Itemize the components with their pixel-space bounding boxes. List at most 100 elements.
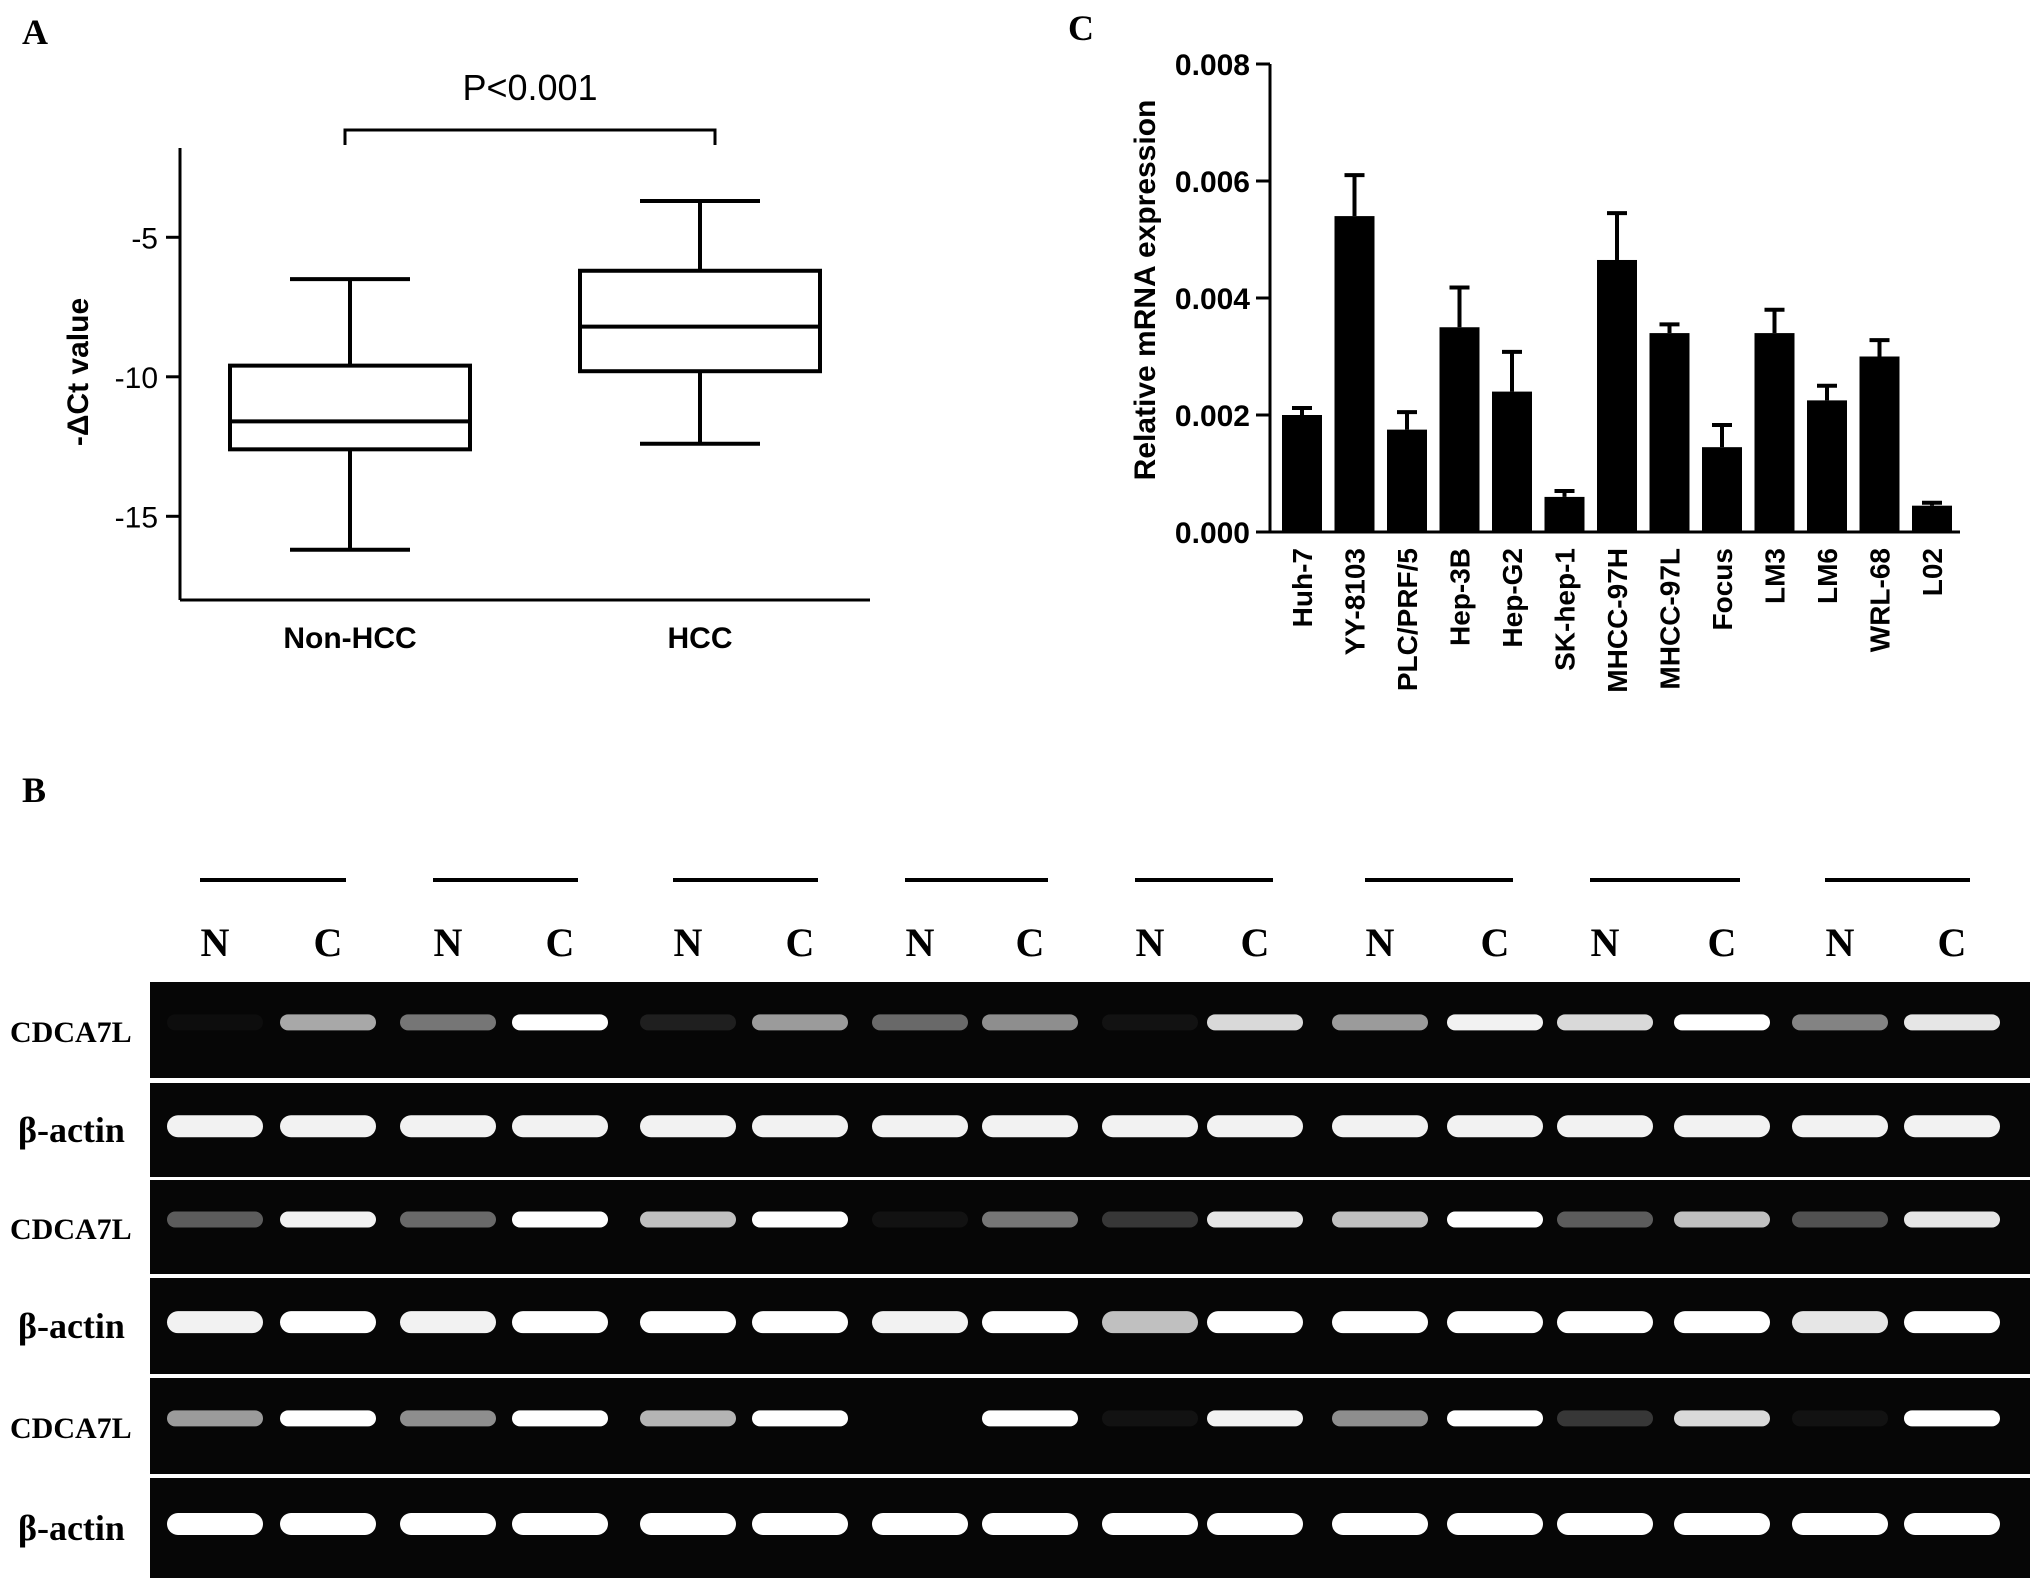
gel-band: [1557, 1115, 1653, 1138]
gel-band: [1674, 1513, 1770, 1535]
bar-x-label: MHCC-97H: [1602, 548, 1633, 693]
gel-lane-label: N: [201, 920, 230, 965]
gel-band: [872, 1014, 968, 1031]
gel-band: [1792, 1211, 1888, 1228]
significance-bracket: P<0.001: [343, 67, 717, 145]
gel-band: [167, 1014, 263, 1030]
bar-x-label: Focus: [1707, 548, 1738, 630]
gel-band: [1792, 1014, 1888, 1031]
bar-group: [1387, 410, 1427, 532]
gel-band: [1332, 1410, 1428, 1427]
gel-row-label: CDCA7L: [10, 1213, 132, 1246]
gel-row: β-actin: [18, 1478, 2030, 1578]
gel-band: [1674, 1211, 1770, 1228]
gel-band: [982, 1513, 1078, 1535]
gel-band: [1447, 1115, 1543, 1138]
gel-band: [1557, 1211, 1653, 1228]
gel-lane-label: C: [546, 920, 575, 965]
gel-band: [1207, 1211, 1303, 1228]
bar-x-label: Hep-3B: [1445, 548, 1476, 646]
bar: [1754, 333, 1795, 532]
gel-row-label: CDCA7L: [10, 1016, 132, 1049]
gel-lane-label: C: [1241, 920, 1270, 965]
gel-band: [872, 1513, 968, 1535]
bar-chart-bars: [1282, 173, 1952, 532]
gel-band: [167, 1410, 263, 1427]
gel-band: [1102, 1311, 1198, 1334]
gel-row: CDCA7L: [10, 982, 2030, 1078]
gel-band: [1332, 1115, 1428, 1138]
gel-band: [872, 1211, 968, 1228]
gel-band: [1447, 1410, 1543, 1427]
gel-lane-label: C: [1938, 920, 1967, 965]
gel-band: [1447, 1014, 1543, 1031]
gel-band: [512, 1211, 608, 1228]
gel-band: [1904, 1014, 2000, 1031]
bar-chart-y-ticks: 0.000 0.002 0.004 0.006 0.008: [1175, 49, 1270, 550]
panel-a-label: A: [22, 12, 48, 52]
bar-group: [1859, 338, 1900, 532]
bar-group: [1544, 489, 1585, 532]
gel-lane-label: N: [1136, 920, 1165, 965]
gel-band: [512, 1115, 608, 1138]
boxplot-y-tick-label: -5: [131, 222, 158, 255]
bar: [1597, 259, 1637, 532]
gel-band: [1102, 1115, 1198, 1138]
gel-band: [982, 1115, 1078, 1138]
bar-x-label: PLC/PRF/5: [1392, 548, 1423, 691]
gel-band: [400, 1014, 496, 1031]
gel-lane-label: C: [786, 920, 815, 965]
gel-band: [982, 1014, 1078, 1031]
gel-lane-label: C: [1016, 920, 1045, 965]
gel-band: [280, 1211, 376, 1228]
bar: [1387, 429, 1427, 532]
bar-chart-x-labels: Huh-7 YY-8103 PLC/PRF/5 Hep-3B Hep-G2 SK-hep-…: [1287, 548, 1948, 693]
boxplot-y-axis-title: -ΔCt value: [62, 298, 95, 446]
gel-row: CDCA7L: [10, 1378, 2030, 1474]
boxplot-boxes: [228, 199, 822, 552]
gel-band: [1332, 1311, 1428, 1334]
gel-band: [512, 1311, 608, 1334]
bar-x-label: WRL-68: [1865, 548, 1896, 652]
gel-lane-label: N: [1591, 920, 1620, 965]
gel-band: [400, 1211, 496, 1228]
gel-band: [1207, 1115, 1303, 1138]
gel-band: [982, 1311, 1078, 1334]
bar-y-tick-label: 0.004: [1175, 283, 1250, 316]
gel-band: [640, 1115, 736, 1138]
bar-x-label: Huh-7: [1287, 548, 1318, 627]
gel-band: [1207, 1014, 1303, 1031]
gel-band: [872, 1410, 968, 1426]
gel-band: [1447, 1211, 1543, 1228]
bar: [1544, 496, 1585, 532]
bar: [1807, 400, 1847, 532]
gel-band: [1332, 1014, 1428, 1031]
gel-row-label: β-actin: [18, 1508, 125, 1548]
p-value-annotation: P<0.001: [462, 67, 597, 108]
bar: [1492, 391, 1532, 532]
gel-band: [1332, 1211, 1428, 1228]
gel-lane-label: N: [906, 920, 935, 965]
boxplot-y-tick-label: -15: [115, 501, 158, 534]
gel-band: [1674, 1311, 1770, 1334]
boxplot-x-label: HCC: [668, 622, 733, 655]
gel-band: [1904, 1115, 2000, 1138]
gel-band: [1904, 1410, 2000, 1427]
gel-band: [1332, 1513, 1428, 1535]
gel-band: [752, 1410, 848, 1427]
bar-group: [1649, 322, 1690, 532]
gel-band: [1904, 1311, 2000, 1334]
gel-band: [1674, 1410, 1770, 1427]
gel-band: [640, 1211, 736, 1228]
gel-band: [1207, 1410, 1303, 1427]
bar-group: [1282, 405, 1322, 532]
gel-band: [1792, 1513, 1888, 1535]
box-iqr: [578, 268, 822, 374]
box-iqr: [228, 363, 472, 452]
boxplot-chart: -5 -10 -15 Non-HCC HCC -ΔCt value P<0.001: [62, 67, 870, 655]
gel-band: [280, 1115, 376, 1138]
gel-band: [1557, 1410, 1653, 1427]
gel-band: [1674, 1014, 1770, 1031]
